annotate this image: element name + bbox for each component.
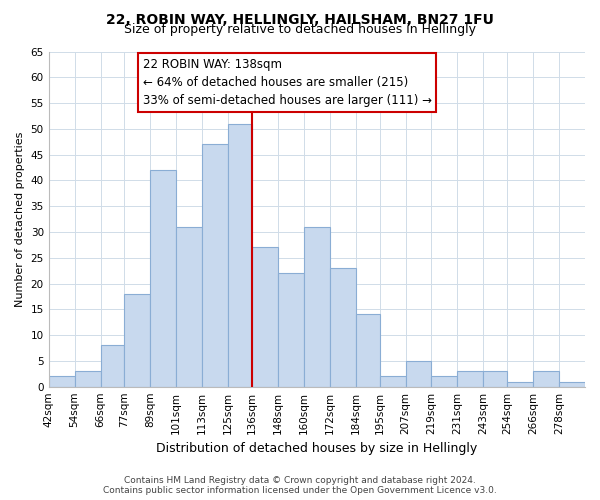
Bar: [202, 144, 228, 386]
Bar: [252, 248, 278, 386]
Text: 22 ROBIN WAY: 138sqm
← 64% of detached houses are smaller (215)
33% of semi-deta: 22 ROBIN WAY: 138sqm ← 64% of detached h…: [143, 58, 431, 107]
Bar: [49, 376, 74, 386]
X-axis label: Distribution of detached houses by size in Hellingly: Distribution of detached houses by size …: [156, 442, 478, 455]
Bar: [278, 273, 304, 386]
Y-axis label: Number of detached properties: Number of detached properties: [15, 132, 25, 307]
Bar: [124, 294, 151, 386]
Bar: [151, 170, 176, 386]
Bar: [431, 376, 457, 386]
Bar: [356, 314, 380, 386]
Text: 22, ROBIN WAY, HELLINGLY, HAILSHAM, BN27 1FU: 22, ROBIN WAY, HELLINGLY, HAILSHAM, BN27…: [106, 12, 494, 26]
Bar: [101, 346, 124, 387]
Bar: [406, 361, 431, 386]
Bar: [74, 371, 101, 386]
Bar: [330, 268, 356, 386]
Bar: [457, 371, 484, 386]
Bar: [380, 376, 406, 386]
Bar: [533, 371, 559, 386]
Text: Size of property relative to detached houses in Hellingly: Size of property relative to detached ho…: [124, 22, 476, 36]
Bar: [304, 227, 330, 386]
Bar: [176, 227, 202, 386]
Bar: [228, 124, 252, 386]
Bar: [507, 382, 533, 386]
Text: Contains HM Land Registry data © Crown copyright and database right 2024.
Contai: Contains HM Land Registry data © Crown c…: [103, 476, 497, 495]
Bar: [559, 382, 585, 386]
Bar: [484, 371, 507, 386]
